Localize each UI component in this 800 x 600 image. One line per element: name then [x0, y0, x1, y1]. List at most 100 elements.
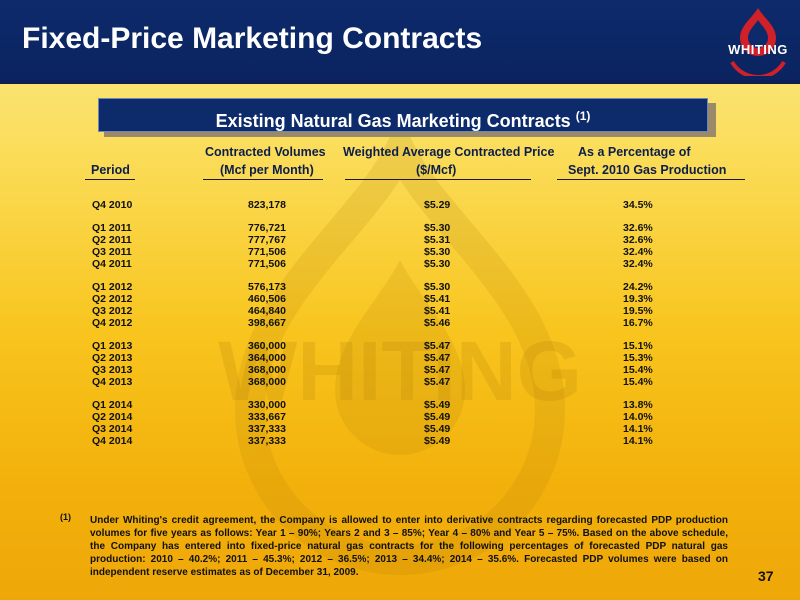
row-volume: 771,506 — [248, 258, 286, 270]
row-price: $5.49 — [424, 435, 451, 447]
table-row: Q2 2013 364,000 $5.47 15.3% — [0, 352, 800, 365]
row-price: $5.30 — [424, 222, 451, 234]
row-period: Q4 2014 — [92, 435, 133, 447]
row-period: Q3 2011 — [92, 246, 132, 258]
header-price-line2: ($/Mcf) — [416, 163, 457, 177]
row-period: Q1 2012 — [92, 281, 133, 293]
header-pct-line1: As a Percentage of — [578, 145, 691, 159]
table-row: Q1 2011 776,721 $5.30 32.6% — [0, 222, 800, 235]
row-period: Q2 2011 — [92, 234, 132, 246]
row-pct: 32.4% — [623, 246, 653, 258]
row-volume: 368,000 — [248, 376, 286, 388]
row-period: Q3 2012 — [92, 305, 133, 317]
subtitle-text: Existing Natural Gas Marketing Contracts — [215, 111, 571, 131]
row-period: Q1 2014 — [92, 399, 133, 411]
row-volume: 337,333 — [248, 435, 286, 447]
row-period: Q4 2013 — [92, 376, 133, 388]
row-pct: 19.3% — [623, 293, 653, 305]
row-price: $5.41 — [424, 305, 451, 317]
row-price: $5.49 — [424, 399, 451, 411]
row-period: Q4 2010 — [92, 199, 133, 211]
row-pct: 15.4% — [623, 376, 653, 388]
row-price: $5.30 — [424, 281, 451, 293]
row-price: $5.41 — [424, 293, 451, 305]
row-pct: 15.3% — [623, 352, 653, 364]
row-volume: 398,667 — [248, 317, 286, 329]
row-period: Q2 2013 — [92, 352, 133, 364]
row-period: Q4 2011 — [92, 258, 132, 270]
row-volume: 337,333 — [248, 423, 286, 435]
table-row: Q3 2014 337,333 $5.49 14.1% — [0, 423, 800, 436]
table-row: Q1 2012 576,173 $5.30 24.2% — [0, 281, 800, 294]
header-period: Period — [91, 163, 130, 177]
table-row: Q4 2014 337,333 $5.49 14.1% — [0, 435, 800, 448]
row-period: Q4 2012 — [92, 317, 133, 329]
header-bar: Fixed-Price Marketing Contracts WHITING — [0, 0, 800, 80]
row-pct: 19.5% — [623, 305, 653, 317]
row-pct: 14.0% — [623, 411, 653, 423]
row-pct: 32.6% — [623, 234, 653, 246]
table-row: Q3 2012 464,840 $5.41 19.5% — [0, 305, 800, 318]
table-row: Q3 2011 771,506 $5.30 32.4% — [0, 246, 800, 259]
rule-pct — [557, 179, 745, 180]
table-row: Q1 2014 330,000 $5.49 13.8% — [0, 399, 800, 412]
table-row: Q3 2013 368,000 $5.47 15.4% — [0, 364, 800, 377]
footnote-marker: (1) — [60, 512, 71, 522]
row-volume: 776,721 — [248, 222, 286, 234]
row-price: $5.46 — [424, 317, 451, 329]
row-price: $5.47 — [424, 364, 451, 376]
row-price: $5.49 — [424, 423, 451, 435]
table-row: Q4 2010 823,178 $5.29 34.5% — [0, 199, 800, 212]
row-volume: 771,506 — [248, 246, 286, 258]
row-pct: 34.5% — [623, 199, 653, 211]
row-volume: 368,000 — [248, 364, 286, 376]
row-pct: 13.8% — [623, 399, 653, 411]
header-pct-line2: Sept. 2010 Gas Production — [568, 163, 727, 177]
row-period: Q2 2014 — [92, 411, 133, 423]
whiting-logo: WHITING — [718, 6, 798, 80]
logo-text: WHITING — [728, 42, 788, 57]
row-volume: 576,173 — [248, 281, 286, 293]
table-row: Q2 2011 777,767 $5.31 32.6% — [0, 234, 800, 247]
row-volume: 333,667 — [248, 411, 286, 423]
row-pct: 14.1% — [623, 423, 653, 435]
rule-volumes — [203, 179, 323, 180]
table-row: Q1 2013 360,000 $5.47 15.1% — [0, 340, 800, 353]
subtitle-note: (1) — [575, 109, 591, 123]
row-volume: 330,000 — [248, 399, 286, 411]
page-title: Fixed-Price Marketing Contracts — [22, 22, 483, 55]
rule-period — [85, 179, 135, 180]
row-volume: 360,000 — [248, 340, 286, 352]
header-divider — [0, 80, 800, 84]
table-row: Q2 2014 333,667 $5.49 14.0% — [0, 411, 800, 424]
row-period: Q2 2012 — [92, 293, 133, 305]
footnote-text: Under Whiting's credit agreement, the Co… — [90, 515, 728, 578]
row-volume: 823,178 — [248, 199, 286, 211]
row-price: $5.47 — [424, 376, 451, 388]
row-period: Q3 2014 — [92, 423, 133, 435]
row-price: $5.31 — [424, 234, 451, 246]
row-price: $5.47 — [424, 340, 451, 352]
table-row: Q4 2012 398,667 $5.46 16.7% — [0, 317, 800, 330]
header-price-line1: Weighted Average Contracted Price — [343, 145, 555, 159]
row-volume: 464,840 — [248, 305, 286, 317]
row-volume: 777,767 — [248, 234, 286, 246]
row-pct: 16.7% — [623, 317, 653, 329]
header-volumes-line2: (Mcf per Month) — [220, 163, 314, 177]
header-volumes-line1: Contracted Volumes — [205, 145, 326, 159]
drop-logo-icon — [730, 8, 786, 80]
row-period: Q3 2013 — [92, 364, 133, 376]
row-period: Q1 2013 — [92, 340, 133, 352]
row-pct: 14.1% — [623, 435, 653, 447]
table-row: Q4 2013 368,000 $5.47 15.4% — [0, 376, 800, 389]
table-row: Q4 2011 771,506 $5.30 32.4% — [0, 258, 800, 271]
row-pct: 32.6% — [623, 222, 653, 234]
row-price: $5.49 — [424, 411, 451, 423]
table-row: Q2 2012 460,506 $5.41 19.3% — [0, 293, 800, 306]
row-period: Q1 2011 — [92, 222, 132, 234]
row-price: $5.29 — [424, 199, 451, 211]
rule-price — [345, 179, 531, 180]
row-pct: 15.1% — [623, 340, 653, 352]
row-price: $5.30 — [424, 246, 451, 258]
row-volume: 460,506 — [248, 293, 286, 305]
